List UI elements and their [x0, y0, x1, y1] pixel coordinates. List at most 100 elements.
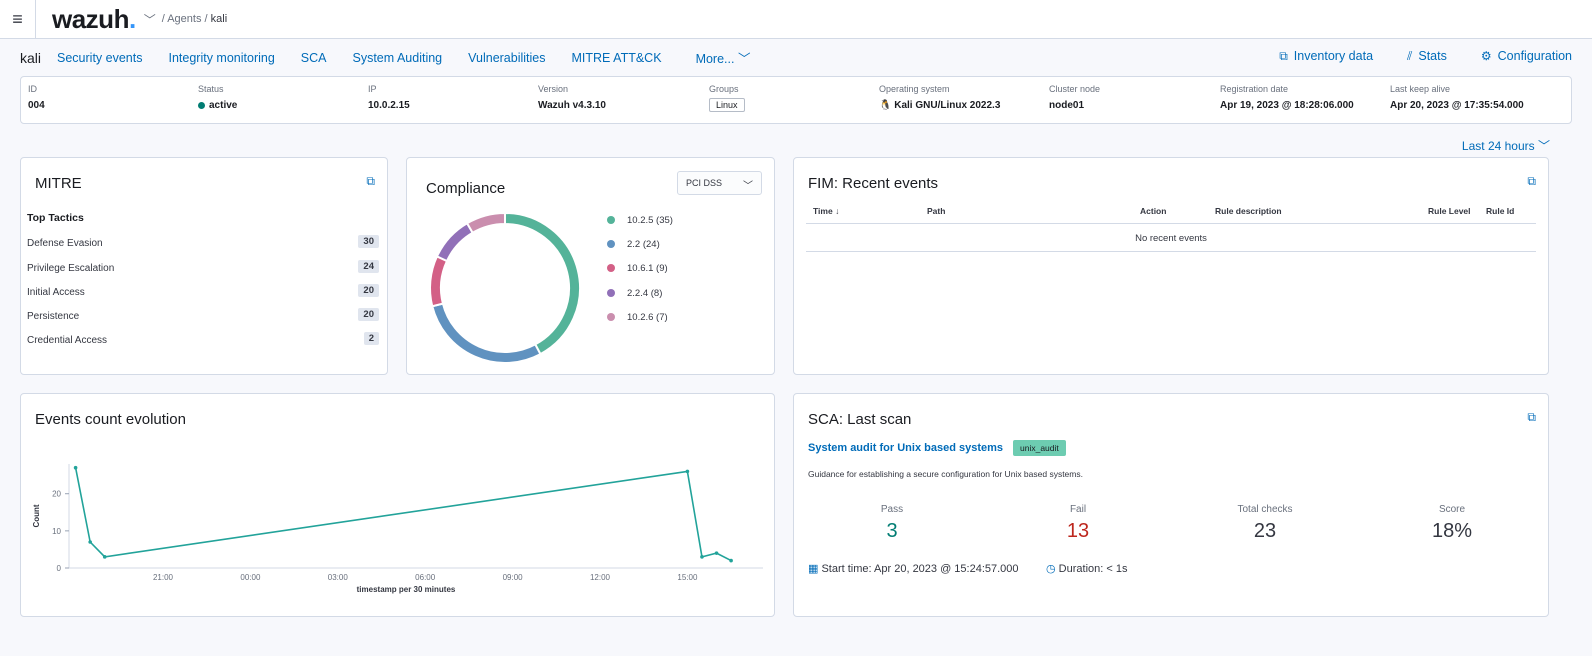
donut-slice[interactable] [504, 211, 581, 356]
column-action[interactable]: Action [1140, 206, 1167, 216]
calendar-icon: ▦ [808, 563, 819, 575]
legend-item[interactable]: 2.2 (24) [607, 239, 660, 250]
stats-icon: ⫽ [1407, 49, 1413, 63]
clock-icon: ◷ [1046, 563, 1056, 575]
tab-integrity-monitoring[interactable]: Integrity monitoring [168, 50, 275, 65]
chevron-down-icon: ﹀ [737, 52, 751, 66]
mitre-panel: MITRE ⧉ Top Tactics Defense Evasion 30 Pr… [20, 157, 388, 375]
menu-icon[interactable]: ≡ [0, 0, 36, 39]
version-label: Version [538, 84, 569, 94]
divider [806, 223, 1536, 224]
sca-description: Guidance for establishing a secure confi… [808, 469, 1083, 479]
y-tick-label: 20 [52, 490, 61, 499]
sort-down-icon: ↓ [835, 206, 840, 216]
configuration-button[interactable]: ⚙ Configuration [1480, 49, 1572, 63]
agent-name: kali [20, 49, 42, 66]
column-rule-level[interactable]: Rule Level [1428, 206, 1471, 216]
donut-slice[interactable] [429, 255, 449, 308]
legend-item[interactable]: 2.2.4 (8) [607, 288, 662, 299]
status-value: active [209, 100, 238, 111]
score-value: 18% [1431, 520, 1473, 542]
pass-stat: Pass 3 [832, 504, 952, 543]
legend-item[interactable]: 10.2.6 (7) [607, 312, 668, 323]
column-time[interactable]: Time ↓ [813, 206, 840, 216]
stats-button[interactable]: ⫽ Stats [1407, 49, 1447, 63]
pass-value: 3 [886, 520, 898, 542]
legend-item[interactable]: 10.2.5 (35) [607, 215, 673, 226]
x-tick-label: 03:00 [328, 573, 349, 582]
donut-slice[interactable] [431, 302, 542, 364]
tab-system-auditing[interactable]: System Auditing [352, 50, 443, 65]
group-badge[interactable]: Linux [709, 98, 745, 112]
ip-label: IP [368, 84, 377, 94]
x-tick-label: 15:00 [677, 573, 698, 582]
agent-nav: kali Security events Integrity monitorin… [0, 39, 1592, 76]
gear-icon: ⚙ [1480, 49, 1492, 63]
time-filter[interactable]: Last 24 hours ﹀ [1461, 139, 1550, 153]
id-label: ID [28, 84, 37, 94]
y-tick-label: 0 [57, 564, 62, 573]
tactic-row[interactable]: Defense Evasion 30 [27, 235, 379, 249]
x-tick-label: 00:00 [240, 573, 261, 582]
compliance-select[interactable]: PCI DSS ﹀ [677, 171, 762, 195]
tab-mitre[interactable]: MITRE ATT&CK [571, 50, 662, 65]
legend-dot-icon [607, 216, 615, 225]
compliance-panel: Compliance PCI DSS ﹀ 10.2.5 (35) 2.2 (24)… [406, 157, 775, 375]
tab-more[interactable]: More... ﹀ [695, 52, 751, 66]
status-label: Status [198, 84, 224, 94]
y-axis-label: Count [32, 504, 41, 527]
x-axis-label: timestamp per 30 minutes [357, 585, 456, 594]
column-rule-description[interactable]: Rule description [1215, 206, 1282, 216]
total-stat: Total checks 23 [1205, 504, 1325, 543]
external-link-icon[interactable]: ⧉ [1527, 410, 1536, 424]
agent-info-card: ID 004 Status active IP 10.0.2.15 Version Wa… [20, 76, 1572, 124]
wazuh-logo[interactable]: wazuh. [52, 3, 136, 34]
donut-slice[interactable] [435, 221, 475, 263]
tab-security-events[interactable]: Security events [57, 50, 143, 65]
inventory-icon: ⧉ [1279, 49, 1288, 63]
tactic-count: 2 [363, 332, 379, 345]
keep-alive-label: Last keep alive [1390, 84, 1451, 94]
empty-message: No recent events [1135, 233, 1207, 244]
column-rule-id[interactable]: Rule Id [1486, 206, 1515, 216]
tactic-row[interactable]: Credential Access 2 [27, 332, 379, 346]
donut-slice[interactable] [465, 211, 507, 235]
sca-tag-badge: unix_audit [1013, 440, 1066, 456]
external-link-icon[interactable]: ⧉ [366, 174, 375, 188]
x-tick-label: 12:00 [590, 573, 611, 582]
legend-item[interactable]: 10.6.1 (9) [607, 263, 668, 274]
sca-policy-link[interactable]: System audit for Unix based systems [808, 442, 1004, 454]
fail-stat: Fail 13 [1018, 504, 1138, 543]
tactic-count: 20 [358, 308, 379, 321]
total-value: 23 [1253, 520, 1277, 542]
sca-panel: SCA: Last scan ⧉ System audit for Unix b… [793, 393, 1549, 617]
fim-panel: FIM: Recent events ⧉ Time ↓ Path Action … [793, 157, 1549, 375]
chevron-down-icon[interactable]: ﹀ [143, 12, 156, 27]
data-point [700, 555, 704, 559]
column-path[interactable]: Path [927, 206, 946, 216]
tactic-count: 30 [358, 235, 379, 248]
registration-label: Registration date [1220, 84, 1289, 94]
keep-alive-value: Apr 20, 2023 @ 17:35:54.000 [1390, 100, 1524, 111]
tactic-row[interactable]: Initial Access 20 [27, 284, 379, 298]
chevron-down-icon: ﹀ [743, 181, 753, 192]
ip-value: 10.0.2.15 [368, 100, 410, 111]
breadcrumb-agents[interactable]: Agents [167, 13, 202, 25]
registration-value: Apr 19, 2023 @ 18:28:06.000 [1220, 100, 1354, 111]
tactic-count: 24 [358, 260, 379, 273]
groups-label: Groups [709, 84, 739, 94]
tab-sca[interactable]: SCA [300, 50, 327, 65]
tab-vulnerabilities[interactable]: Vulnerabilities [468, 50, 546, 65]
events-line-chart: 0 10 20 21:00 00:00 03:00 06:00 09:00 12:00 15:00… [32, 464, 763, 594]
data-point [88, 540, 92, 544]
tactic-row[interactable]: Persistence 20 [27, 308, 379, 322]
data-point [102, 555, 107, 559]
tactic-row[interactable]: Privilege Escalation 24 [27, 260, 379, 274]
events-series-line [74, 467, 732, 562]
external-link-icon[interactable]: ⧉ [1527, 174, 1536, 188]
chevron-down-icon: ﹀ [1537, 139, 1550, 153]
top-tactics-heading: Top Tactics [27, 212, 84, 224]
inventory-data-button[interactable]: ⧉ Inventory data [1279, 49, 1374, 63]
cluster-value: node01 [1049, 100, 1085, 111]
y-tick-label: 10 [52, 527, 61, 536]
